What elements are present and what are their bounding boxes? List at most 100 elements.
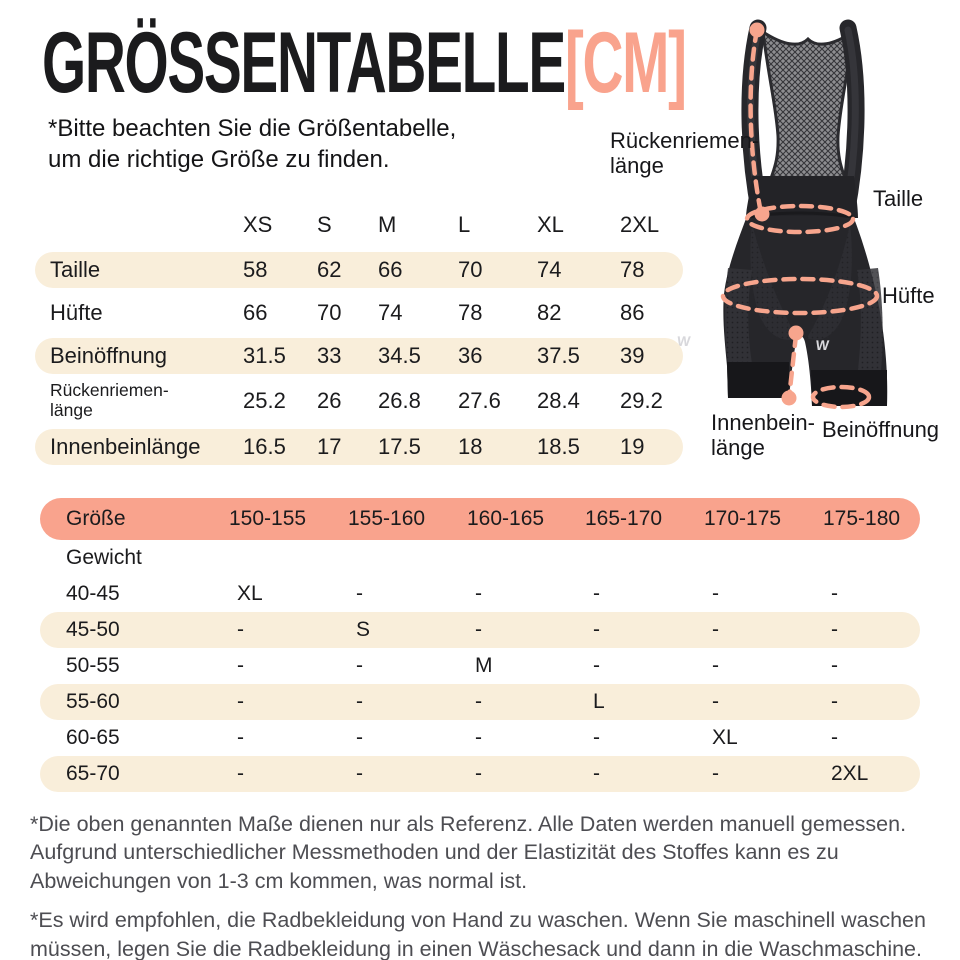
row-label: Hüfte [50, 300, 103, 325]
mesh-back-panel [761, 28, 855, 184]
inseam-measure-line [786, 332, 799, 401]
cell: - [356, 690, 363, 713]
cell: - [356, 726, 363, 749]
cell: 39 [620, 343, 645, 368]
cell: - [712, 690, 719, 713]
cell: 70 [458, 257, 483, 282]
strap-measure-dot-top [749, 22, 765, 38]
col-s: S [317, 212, 332, 237]
cell: 25.2 [243, 388, 286, 413]
cell: 18 [458, 434, 483, 459]
waist-measure-ellipse [744, 203, 856, 235]
note-measurement: *Die oben genannten Maße dienen nur als … [30, 812, 907, 893]
cell: 78 [620, 257, 645, 282]
page-title-main: GRÖSSENTABELLE [42, 15, 566, 111]
row-label: Beinöffnung [50, 343, 168, 368]
cell: 36 [458, 343, 483, 368]
cell: - [712, 618, 719, 641]
row-label: 50-55 [66, 654, 120, 677]
cell: - [237, 618, 244, 641]
left-leg-band [727, 362, 789, 398]
height-col: 175-180 [823, 507, 901, 530]
row-label: Rückenriemen- länge [35, 381, 243, 420]
cell: 17 [317, 434, 342, 459]
cell: - [356, 582, 363, 605]
cell: - [831, 690, 838, 713]
cell: 16.5 [243, 434, 286, 459]
col-xl: XL [537, 212, 564, 237]
brand-logo-left: W [676, 333, 692, 349]
cell: - [475, 726, 482, 749]
table-row: 50-55 - - M - - - [40, 648, 920, 684]
cell: - [237, 654, 244, 677]
cell: 74 [537, 257, 562, 282]
cell: - [356, 654, 363, 677]
cell: - [712, 762, 719, 785]
cell: 70 [317, 300, 342, 325]
row-label: 45-50 [66, 618, 120, 641]
diagram-label-inseam-line2: länge [711, 435, 765, 461]
table-row: 55-60 - - - L - - [40, 684, 920, 720]
diagram-label-strap-line2: länge [610, 153, 664, 179]
cell: 66 [378, 257, 403, 282]
cell: 33 [317, 343, 342, 368]
cell: 2XL [831, 762, 869, 785]
cell: 34.5 [378, 343, 421, 368]
cell: L [593, 690, 605, 713]
strap-measure-line [748, 27, 764, 216]
subtitle: *Bitte beachten Sie die Größentabelle, u… [48, 114, 456, 175]
cell: - [593, 726, 600, 749]
page-title: GRÖSSENTABELLE[CM] [42, 20, 687, 106]
bib-shorts-illustration: W W [676, 19, 888, 410]
cell: - [831, 726, 838, 749]
measurement-table-header: XS S M L XL 2XL [35, 205, 683, 245]
height-col: 150-155 [229, 507, 307, 530]
hip-measure-ellipse [720, 276, 880, 316]
cell: 17.5 [378, 434, 421, 459]
row-label-line2: länge [50, 400, 93, 420]
cell: 26 [317, 388, 342, 413]
cell: 31.5 [243, 343, 286, 368]
cell: S [356, 618, 371, 641]
col-l: L [458, 212, 471, 237]
inseam-measure-dot-bottom [781, 390, 797, 406]
cell: - [712, 654, 719, 677]
cell: - [593, 618, 600, 641]
brand-logo-right: W [815, 337, 831, 353]
strap-measure-dot-bottom [754, 206, 770, 222]
cell: - [237, 690, 244, 713]
cell: 29.2 [620, 388, 663, 413]
diagram-label-inseam: Innenbein- länge [711, 410, 815, 461]
cell: - [831, 654, 838, 677]
table-row: 45-50 - S - - - - [40, 612, 920, 648]
row-label: 55-60 [66, 690, 120, 713]
diagram-label-strap-line1: Rückenriemen- [610, 128, 760, 153]
row-label: 60-65 [66, 726, 120, 749]
cell: 37.5 [537, 343, 580, 368]
cell: 26.8 [378, 388, 421, 413]
diagram-label-leg-opening: Beinöffnung [822, 417, 940, 442]
cell: - [593, 582, 600, 605]
cell: XL [712, 726, 738, 749]
footer-notes: *Die oben genannten Maße dienen nur als … [30, 810, 938, 960]
cell: 86 [620, 300, 645, 325]
diagram-label-waist: Taille [873, 186, 924, 211]
cell: - [356, 762, 363, 785]
cell: - [475, 690, 482, 713]
size-header-label: Größe [66, 507, 126, 530]
table-row: Taille 58 62 66 70 74 78 [35, 252, 683, 288]
cell: 18.5 [537, 434, 580, 459]
cell: - [593, 762, 600, 785]
cell: 27.6 [458, 388, 501, 413]
table-row: Hüfte 66 70 74 78 82 86 [35, 295, 683, 331]
cell: XL [237, 582, 263, 605]
row-label: 65-70 [66, 762, 120, 785]
height-col: 170-175 [704, 507, 782, 530]
fit-table: Größe 150-155 155-160 160-165 165-170 17… [40, 498, 920, 792]
table-row: Rückenriemen- länge 25.2 26 26.8 27.6 28… [35, 380, 683, 422]
cell: 74 [378, 300, 403, 325]
table-row: 60-65 - - - - XL - [40, 720, 920, 756]
height-col: 165-170 [585, 507, 663, 530]
table-row: 40-45 XL - - - - - [40, 576, 920, 612]
